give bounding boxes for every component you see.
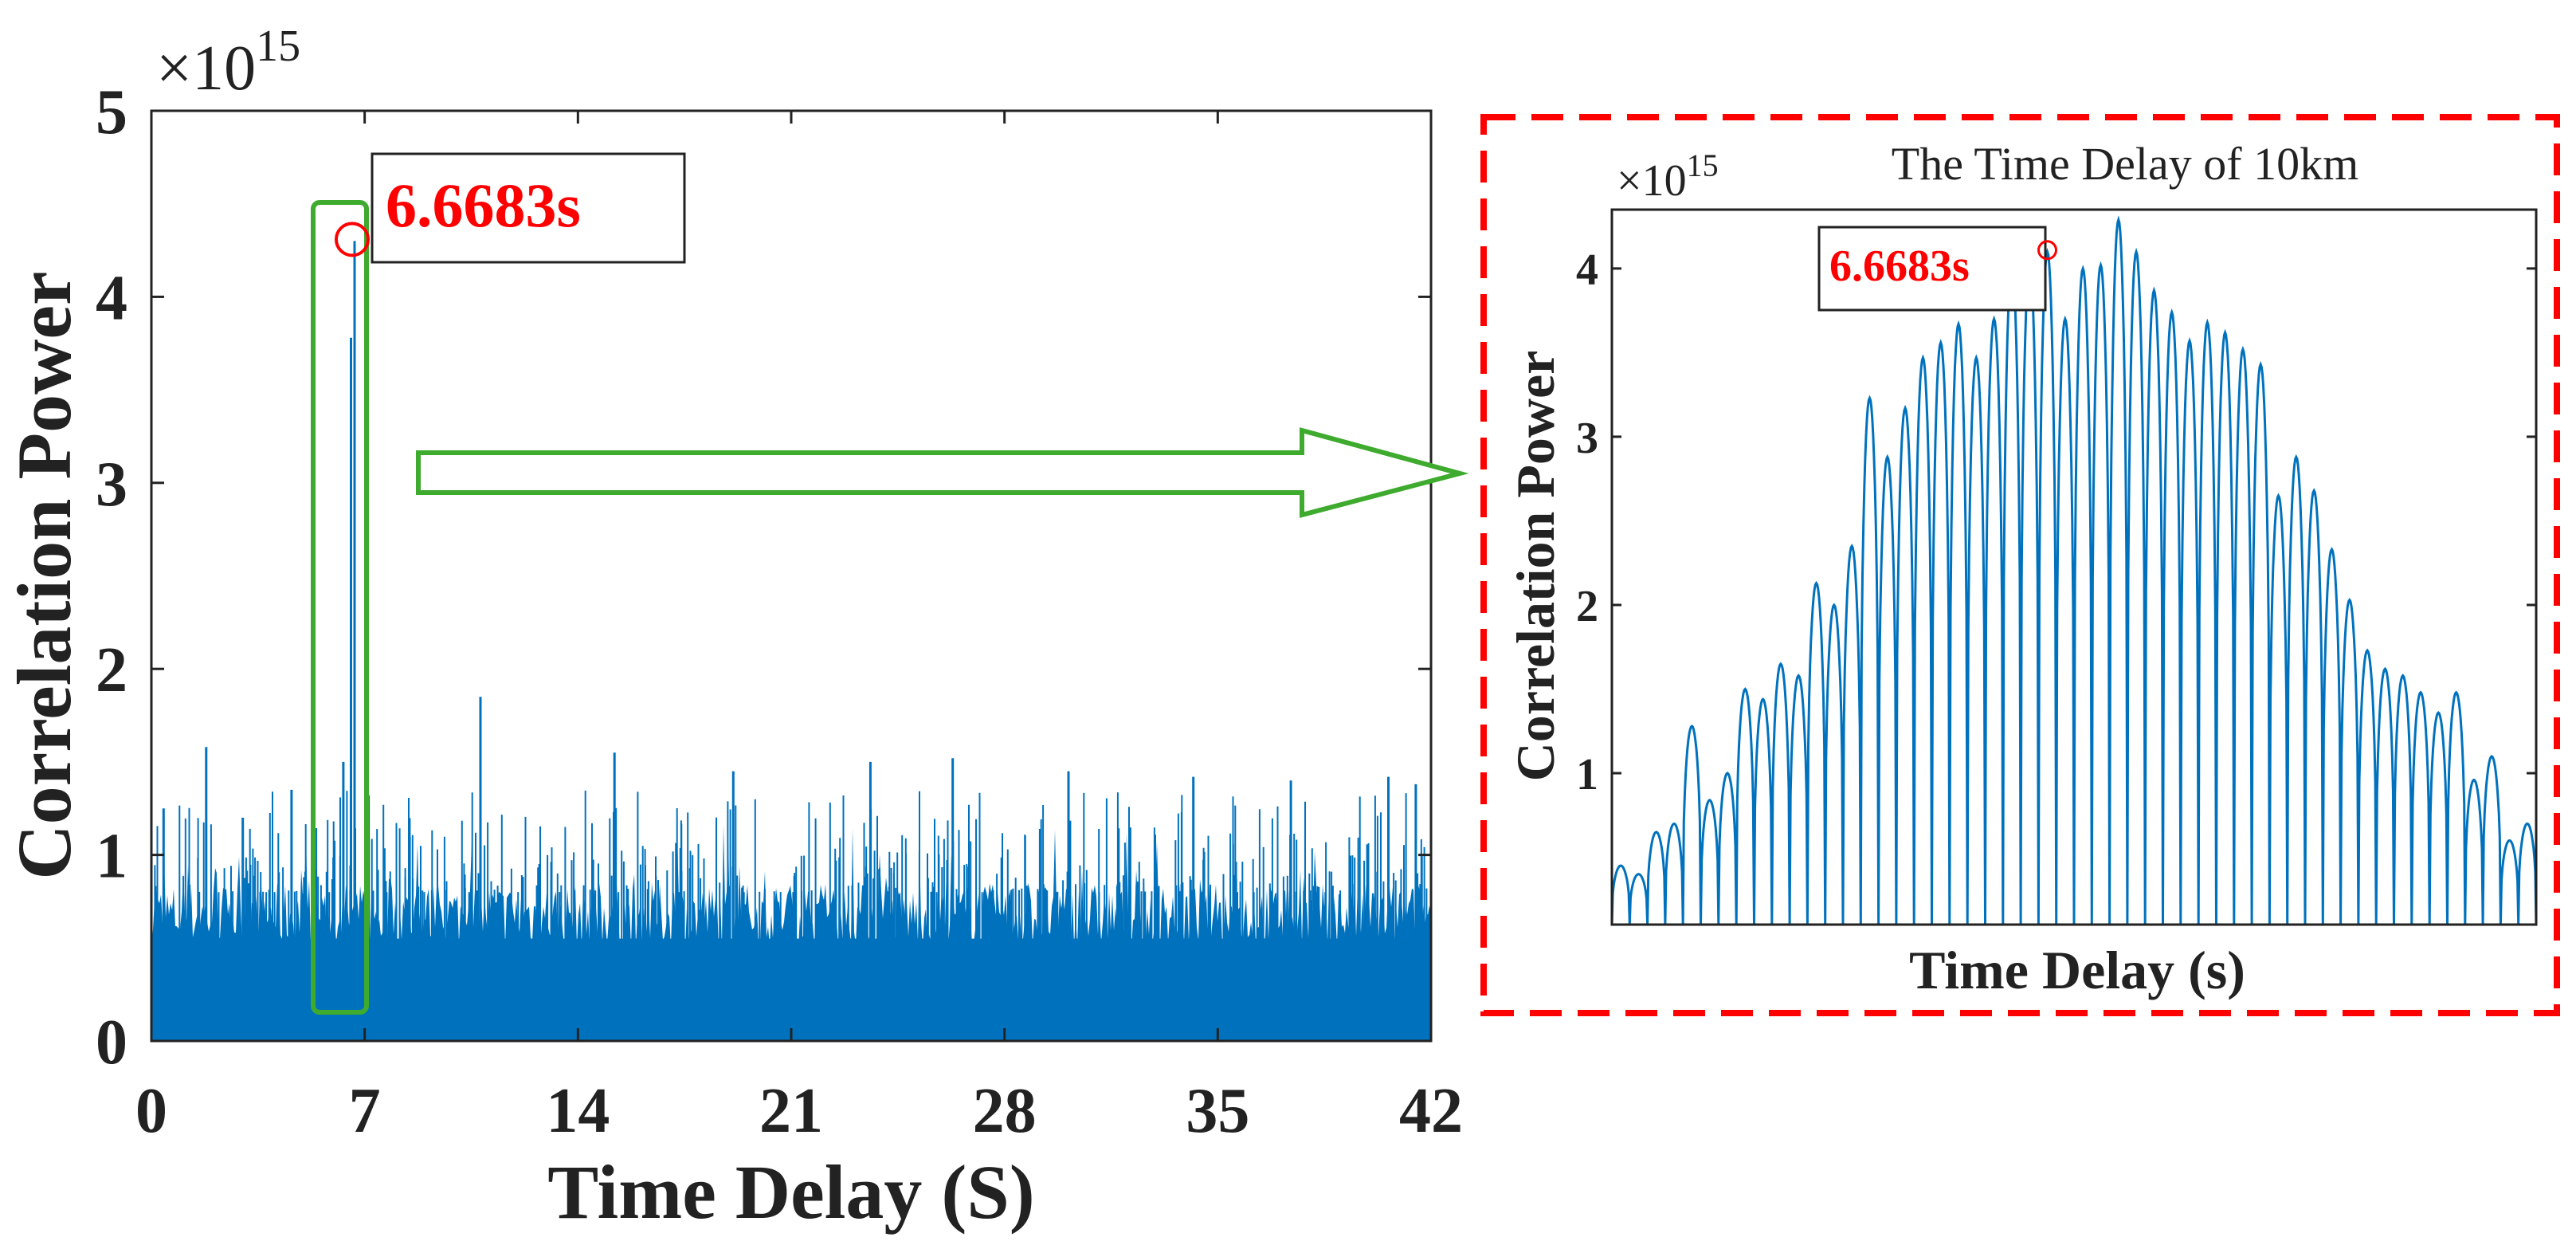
y-tick-label: 0	[96, 1007, 127, 1078]
y-tick-label: 5	[96, 77, 127, 147]
inset-peak-marker	[2037, 240, 2057, 261]
y-tick-label: 4	[96, 263, 127, 333]
inset-x-axis-label: Time Delay (s)	[1909, 940, 2245, 1000]
y-tick-label: 3	[96, 450, 127, 520]
main-series	[151, 241, 1431, 1041]
main-y-axis-label: Correlation Power	[2, 271, 87, 879]
x-tick-label: 35	[1186, 1076, 1249, 1146]
inset-peak-label-box	[1817, 226, 2047, 312]
inset-y-ticks: 1 2 3 4	[1576, 245, 2536, 799]
inset-y-tick-label: 3	[1576, 414, 1598, 463]
x-tick-label: 7	[349, 1076, 381, 1146]
inset-peak-label: 6.6683s	[1829, 242, 1970, 291]
x-tick-label: 14	[546, 1076, 610, 1146]
main-exponent-base: ×10	[156, 33, 256, 104]
noise-spikes	[154, 790, 1428, 948]
inset-y-axis-label: Correlation Power	[1505, 351, 1566, 782]
main-x-ticks: 0 7 14 21 28 35 42	[135, 111, 1463, 1146]
main-x-axis-label: Time Delay (S)	[547, 1149, 1034, 1235]
inset-plot-frame	[1610, 208, 2538, 926]
x-tick-label: 0	[135, 1076, 167, 1146]
main-exponent-power: 15	[256, 22, 300, 71]
inset-exponent: ×1015	[1617, 147, 1719, 206]
zoom-inset: 1 2 3 4 ×1015 The Time Delay of 10km Time D…	[1480, 114, 2560, 1016]
x-tick-label: 42	[1399, 1076, 1463, 1146]
inset-y-tick-label: 4	[1576, 245, 1598, 295]
y-tick-label: 1	[96, 822, 127, 892]
inset-series	[1610, 215, 2538, 925]
x-tick-label: 28	[973, 1076, 1037, 1146]
main-exponent: ×1015	[156, 22, 300, 104]
inset-y-tick-label: 2	[1576, 582, 1598, 631]
main-chart: 0 7 14 21 28 35 42 0 1 2 3 4 5 ×1015 Time Delay (S)…	[2, 22, 1469, 1235]
peak-label-box	[371, 152, 686, 264]
zoom-arrow	[416, 427, 1469, 518]
main-y-ticks: 0 1 2 3 4 5	[96, 77, 1431, 1078]
inset-exponent-base: ×10	[1617, 156, 1687, 206]
noise-floor	[151, 938, 1431, 1041]
x-tick-label: 21	[759, 1076, 823, 1146]
peak-marker	[334, 222, 370, 257]
inset-title: The Time Delay of 10km	[1892, 138, 2358, 190]
inset-exponent-power: 15	[1687, 147, 1719, 183]
peak-highlight-box	[311, 200, 369, 1015]
zoom-frame	[1480, 114, 2560, 1016]
inset-series-line	[1610, 215, 2538, 925]
inset-y-tick-label: 1	[1576, 750, 1598, 799]
peak-label: 6.6683s	[386, 171, 581, 240]
y-tick-label: 2	[96, 635, 127, 705]
